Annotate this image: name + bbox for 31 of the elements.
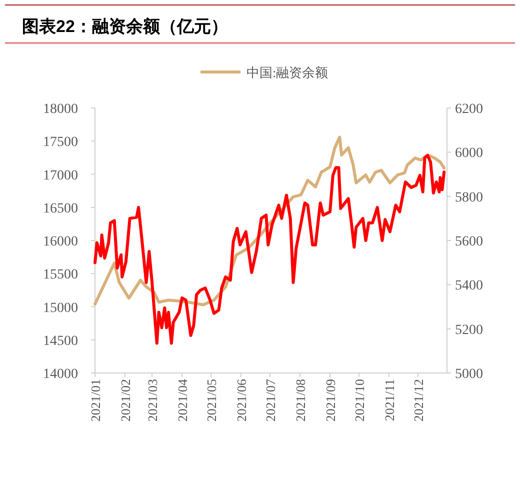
- line-series: [94, 154, 446, 345]
- x-tick-label: 2021/10: [352, 379, 367, 422]
- x-tick-label: 2021/01: [88, 379, 103, 422]
- legend-label: 中国:融资余额: [246, 65, 328, 80]
- y2-tick-label: 5000: [455, 367, 483, 382]
- y-tick-label: 17000: [43, 168, 78, 184]
- y-tick-label: 14500: [43, 334, 78, 349]
- x-tick-label: 2021/03: [145, 379, 160, 422]
- x-tick-label: 2021/08: [293, 379, 308, 422]
- y2-tick-label: 6000: [455, 146, 483, 162]
- y-tick-label: 17500: [43, 135, 78, 150]
- y-tick-label: 16500: [43, 201, 78, 216]
- x-tick-label: 2021/05: [204, 379, 220, 422]
- y2-tick-label: 5600: [455, 234, 483, 250]
- y-tick-label: 15500: [43, 268, 78, 283]
- x-tick-label: 2021/04: [175, 378, 190, 422]
- x-tick-label: 2021/11: [382, 379, 397, 422]
- y-tick-label: 15000: [43, 300, 78, 316]
- y2-tick-label: 5200: [455, 322, 483, 338]
- y2-tick-label: 5800: [455, 190, 483, 206]
- y-tick-label: 14000: [43, 367, 78, 382]
- x-tick-label: 2021/02: [118, 379, 133, 422]
- x-tick-label: 2021/06: [234, 378, 250, 422]
- y2-tick-label: 5400: [455, 278, 483, 294]
- y2-tick-label: 6200: [455, 102, 483, 117]
- y-tick-label: 16000: [43, 234, 78, 250]
- x-tick-label: 2021/09: [322, 379, 338, 422]
- y-tick-label: 18000: [43, 102, 78, 117]
- x-tick-label: 2021/07: [263, 378, 278, 422]
- x-tick-label: 2021/12: [410, 379, 426, 422]
- chart-title: 图表22：融资余额（亿元）: [22, 17, 228, 36]
